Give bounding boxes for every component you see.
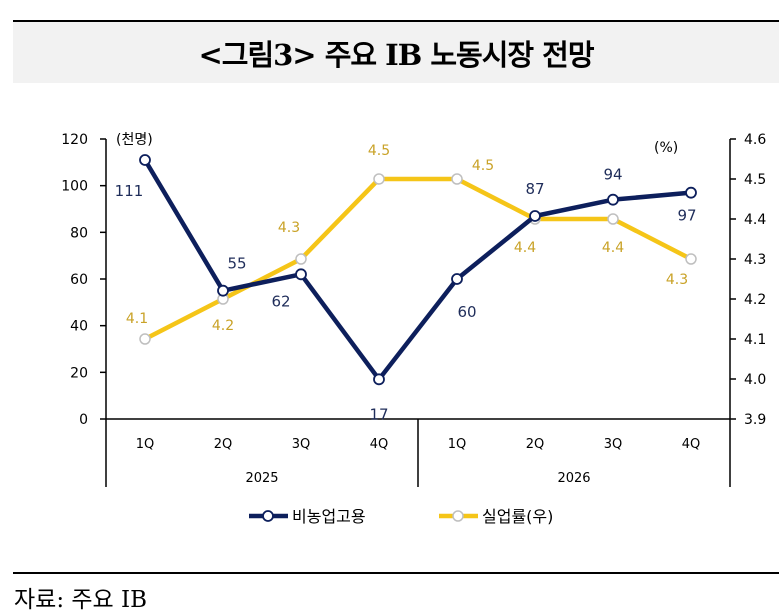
legend-unemployment-marker	[452, 510, 464, 522]
employment-marker	[529, 210, 541, 222]
employment-data-label: 87	[525, 180, 544, 198]
category-label: 1Q	[448, 437, 467, 452]
employment-marker	[295, 268, 307, 281]
right-tick-label: 4.2	[744, 292, 766, 308]
right-axis-ticks: 3.9 4.0 4.1 4.2 4.3 4.4 4.5 4.6	[730, 132, 766, 428]
right-tick-label: 4.5	[744, 172, 766, 188]
category-label: 3Q	[292, 437, 311, 452]
unemployment-marker	[607, 213, 619, 225]
unemployment-data-label: 4.5	[472, 158, 494, 174]
source-divider	[13, 572, 779, 574]
group-label: 2026	[557, 471, 590, 486]
unemployment-data-label: 4.5	[368, 143, 390, 159]
category-labels: 1Q 2Q 3Q 4Q 1Q 2Q 3Q 4Q	[136, 437, 701, 452]
axes	[105, 139, 731, 487]
left-tick-label: 60	[70, 272, 88, 288]
employment-data-label: 17	[369, 405, 388, 423]
right-tick-label: 4.4	[744, 212, 766, 228]
category-label: 1Q	[136, 437, 155, 452]
category-label: 2Q	[526, 437, 545, 452]
unemployment-data-label: 4.3	[278, 220, 300, 236]
employment-data-label: 55	[227, 255, 246, 273]
legend: 비농업고용 실업률(우)	[249, 507, 553, 526]
employment-line	[143, 158, 692, 382]
group-label: 2025	[245, 471, 278, 486]
unemployment-marker	[373, 173, 385, 185]
employment-marker	[373, 373, 385, 386]
left-tick-label: 40	[70, 319, 88, 335]
title-bar: <그림3> 주요 IB 노동시장 전망	[13, 20, 779, 83]
category-group-labels: 2025 2026	[245, 471, 590, 486]
legend-unemployment-label: 실업률(우)	[482, 507, 553, 526]
employment-data-label: 62	[271, 292, 290, 310]
unemployment-marker	[295, 253, 307, 265]
left-tick-label: 100	[61, 179, 88, 195]
legend-employment-label: 비농업고용	[292, 507, 366, 526]
unemployment-data-label: 4.4	[602, 240, 624, 256]
data-labels-employment: 111 55 62 17 60 87 94 97	[115, 166, 697, 424]
unemployment-line	[143, 176, 693, 342]
left-tick-label: 20	[70, 365, 88, 381]
employment-marker	[685, 186, 697, 199]
left-tick-label: 80	[70, 225, 88, 241]
employment-data-label: 97	[677, 207, 696, 225]
category-label: 2Q	[214, 437, 233, 452]
chart-title: <그림3> 주요 IB 노동시장 전망	[198, 37, 594, 72]
unemployment-data-label: 4.4	[514, 240, 536, 256]
source-note: 자료: 주요 IB	[14, 587, 147, 613]
legend-employment-marker	[262, 510, 274, 522]
unemployment-marker	[139, 333, 151, 345]
employment-marker	[217, 284, 229, 297]
right-tick-label: 4.1	[744, 332, 766, 348]
employment-marker	[139, 154, 151, 166]
data-labels-unemployment: 4.1 4.2 4.3 4.5 4.5 4.4 4.4 4.3	[126, 143, 688, 334]
employment-marker	[607, 193, 619, 206]
left-axis-ticks: 0 20 40 60 80 100 120	[61, 132, 106, 428]
category-label: 4Q	[682, 437, 701, 452]
employment-data-label: 111	[115, 182, 144, 200]
employment-marker	[451, 273, 463, 285]
right-tick-label: 4.3	[744, 252, 766, 268]
employment-data-label: 60	[457, 303, 476, 321]
right-tick-label: 3.9	[744, 412, 766, 428]
unemployment-data-label: 4.1	[126, 311, 148, 327]
series-employment	[139, 154, 697, 386]
category-label: 3Q	[604, 437, 623, 452]
unemployment-data-label: 4.3	[666, 272, 688, 288]
right-axis-unit: (%)	[654, 140, 678, 156]
left-axis-unit: (천명)	[116, 132, 153, 148]
left-tick-label: 120	[61, 132, 88, 148]
right-tick-label: 4.6	[744, 132, 766, 148]
left-tick-label: 0	[79, 412, 88, 428]
right-tick-label: 4.0	[744, 372, 766, 388]
category-label: 4Q	[370, 437, 389, 452]
unemployment-marker	[451, 173, 463, 185]
unemployment-data-label: 4.2	[212, 318, 234, 334]
unemployment-marker	[685, 253, 697, 265]
employment-data-label: 94	[603, 166, 622, 184]
